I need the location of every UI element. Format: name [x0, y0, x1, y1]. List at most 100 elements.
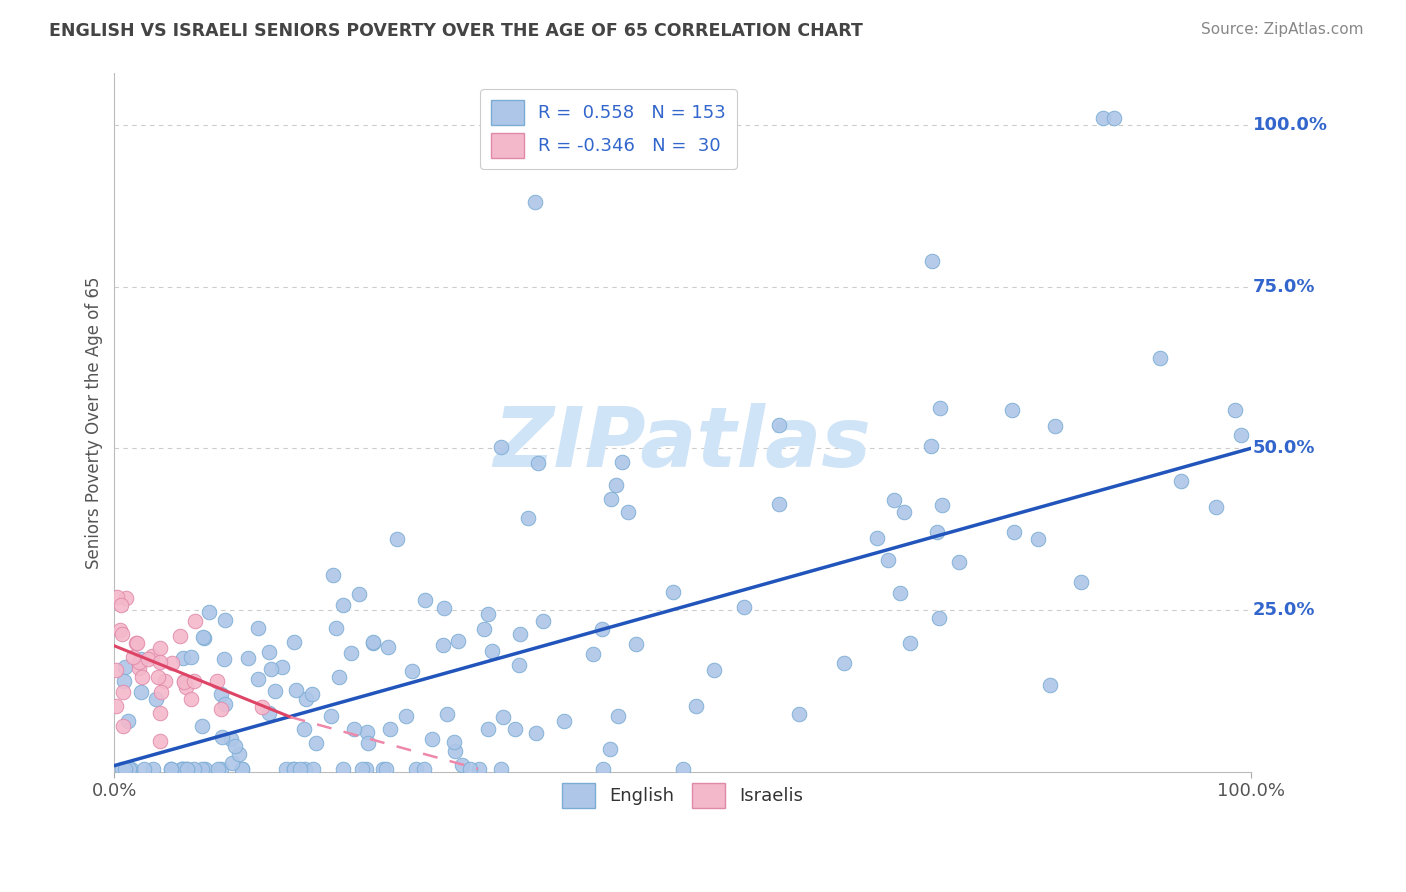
Point: [1039, 678, 1062, 692]
Point: [149, 706, 172, 720]
Point: [350, 762, 373, 776]
Point: [259, 706, 281, 720]
Point: [925, 525, 948, 540]
Point: [176, 762, 198, 776]
Point: [114, 762, 136, 776]
Point: [443, 735, 465, 749]
Point: [450, 757, 472, 772]
Point: [131, 685, 153, 699]
Point: [149, 684, 172, 698]
Point: [928, 611, 950, 625]
Point: [110, 598, 132, 612]
Legend: English, Israelis: English, Israelis: [555, 775, 810, 815]
Point: [138, 652, 160, 666]
Point: [292, 722, 315, 736]
Point: [375, 762, 398, 776]
Point: [413, 592, 436, 607]
Point: [209, 687, 232, 701]
Point: [160, 656, 183, 670]
Point: [600, 491, 623, 506]
Point: [112, 719, 135, 733]
Point: [1230, 428, 1253, 442]
Point: [832, 656, 855, 670]
Point: [787, 707, 810, 722]
Point: [361, 636, 384, 650]
Point: [662, 585, 685, 599]
Point: [160, 762, 183, 776]
Point: [489, 440, 512, 454]
Point: [184, 614, 207, 628]
Point: [733, 599, 755, 614]
Point: [592, 762, 614, 776]
Point: [883, 492, 905, 507]
Point: [304, 736, 326, 750]
Point: [209, 701, 232, 715]
Point: [214, 698, 236, 712]
Point: [283, 634, 305, 648]
Point: [117, 714, 139, 728]
Point: [264, 683, 287, 698]
Point: [377, 640, 399, 654]
Point: [347, 587, 370, 601]
Point: [149, 655, 172, 669]
Point: [160, 762, 183, 776]
Point: [284, 683, 307, 698]
Text: 75.0%: 75.0%: [1253, 277, 1316, 295]
Point: [325, 621, 347, 635]
Point: [617, 505, 640, 519]
Point: [134, 762, 156, 776]
Point: [294, 762, 316, 776]
Point: [246, 672, 269, 686]
Point: [1002, 524, 1025, 539]
Point: [114, 673, 136, 688]
Point: [173, 762, 195, 776]
Point: [120, 762, 142, 776]
Point: [1091, 112, 1114, 126]
Point: [1026, 532, 1049, 546]
Point: [768, 497, 790, 511]
Point: [295, 691, 318, 706]
Point: [170, 762, 193, 776]
Point: [436, 707, 458, 722]
Point: [191, 719, 214, 733]
Point: [1102, 112, 1125, 126]
Point: [1170, 474, 1192, 488]
Point: [191, 630, 214, 644]
Point: [443, 744, 465, 758]
Point: [405, 762, 427, 776]
Point: [328, 670, 350, 684]
Point: [920, 439, 942, 453]
Point: [114, 659, 136, 673]
Point: [343, 722, 366, 736]
Point: [477, 607, 499, 621]
Point: [433, 600, 456, 615]
Point: [332, 762, 354, 776]
Point: [322, 568, 344, 582]
Point: [394, 708, 416, 723]
Point: [606, 709, 628, 723]
Point: [492, 709, 515, 723]
Point: [271, 660, 294, 674]
Point: [489, 762, 512, 776]
Point: [302, 762, 325, 776]
Point: [193, 631, 215, 645]
Point: [211, 730, 233, 744]
Point: [122, 649, 145, 664]
Point: [509, 627, 531, 641]
Point: [889, 586, 911, 600]
Point: [340, 646, 363, 660]
Point: [553, 714, 575, 728]
Point: [193, 762, 215, 776]
Point: [685, 699, 707, 714]
Point: [1149, 351, 1171, 365]
Point: [176, 762, 198, 776]
Point: [281, 762, 304, 776]
Point: [180, 692, 202, 706]
Point: [283, 762, 305, 776]
Point: [503, 723, 526, 737]
Point: [332, 599, 354, 613]
Point: [231, 762, 253, 776]
Point: [1223, 402, 1246, 417]
Point: [599, 742, 621, 756]
Point: [288, 762, 311, 776]
